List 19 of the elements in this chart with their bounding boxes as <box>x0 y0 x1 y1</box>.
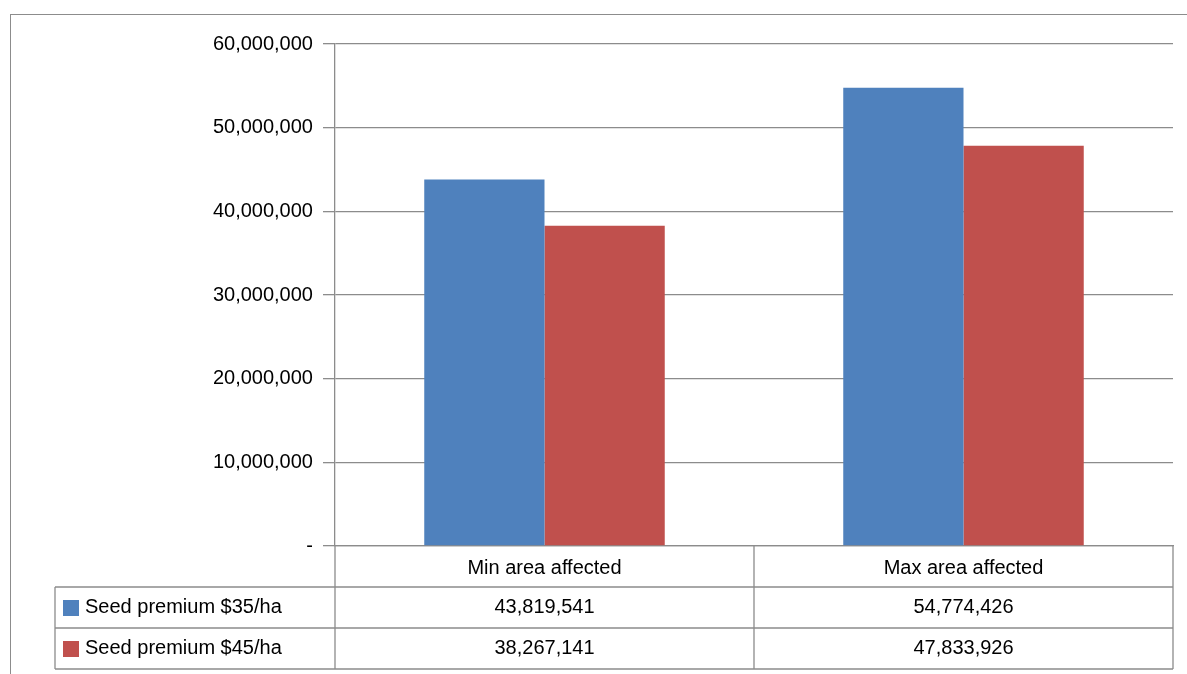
legend-label: Seed premium $45/ha <box>85 636 283 659</box>
bar <box>843 87 964 546</box>
data-label: 47,833,926 <box>913 636 1014 659</box>
data-label: 54,774,426 <box>913 595 1014 618</box>
y-tick-label: 40,000,000 <box>212 198 313 221</box>
bar <box>544 225 665 546</box>
y-tick-label: 30,000,000 <box>212 282 313 305</box>
x-tick-label: Min area affected <box>467 555 622 578</box>
bar <box>963 145 1084 546</box>
y-tick-label: 20,000,000 <box>212 366 313 389</box>
bar <box>424 179 545 546</box>
data-label: 38,267,141 <box>494 636 595 659</box>
y-tick-label: 60,000,000 <box>212 31 313 54</box>
y-tick-label: 50,000,000 <box>212 115 313 138</box>
x-tick-label: Max area affected <box>883 555 1044 578</box>
legend-label: Seed premium $35/ha <box>85 595 283 618</box>
data-label: 43,819,541 <box>494 595 595 618</box>
y-tick-label: 10,000,000 <box>212 449 313 472</box>
y-tick-label: - <box>306 533 313 556</box>
